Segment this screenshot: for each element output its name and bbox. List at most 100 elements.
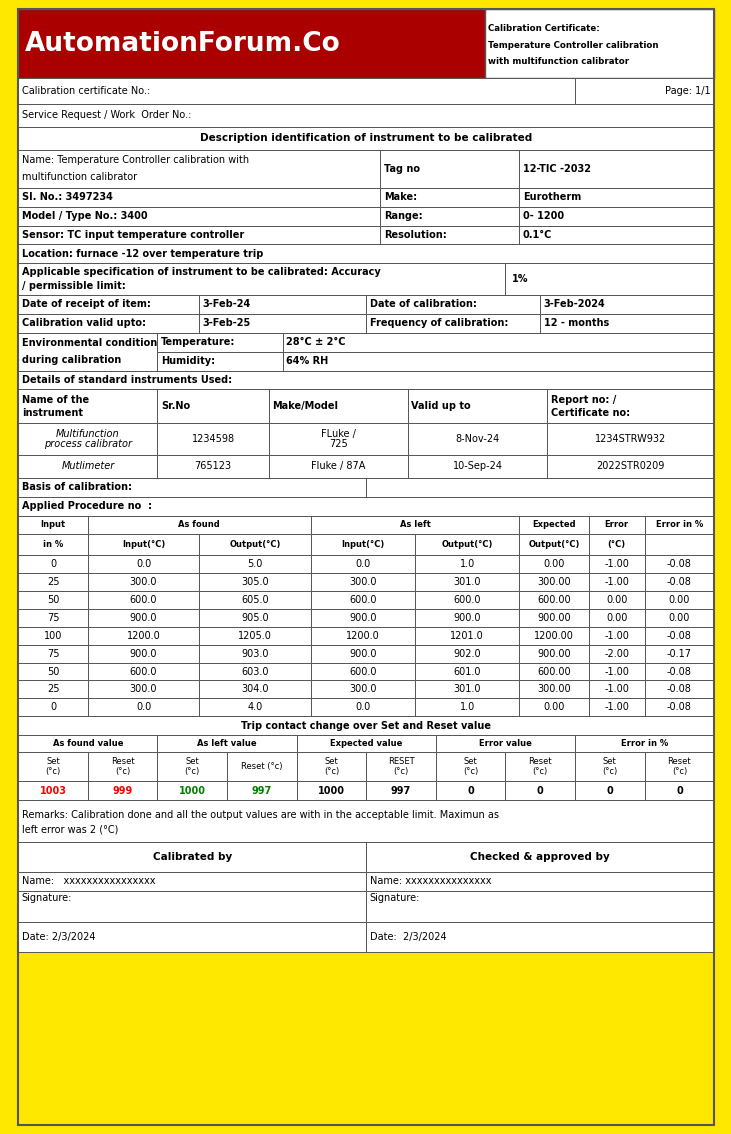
- Bar: [18, 890, 366, 922]
- Bar: [18, 609, 88, 627]
- Text: Input: Input: [40, 521, 66, 530]
- Bar: [519, 591, 589, 609]
- Bar: [200, 534, 311, 556]
- Text: 5.0: 5.0: [247, 559, 262, 569]
- Text: 301.0: 301.0: [453, 577, 481, 587]
- Bar: [157, 332, 283, 352]
- Bar: [227, 781, 297, 801]
- Bar: [415, 680, 519, 699]
- Bar: [575, 781, 645, 801]
- Text: Calibrated by: Calibrated by: [153, 852, 232, 862]
- Text: As found: As found: [178, 521, 220, 530]
- Text: 600.0: 600.0: [349, 595, 376, 606]
- Text: Input(°C): Input(°C): [341, 541, 385, 549]
- Bar: [408, 389, 548, 423]
- Bar: [269, 389, 408, 423]
- Text: Environmental condition: Environmental condition: [22, 338, 157, 348]
- Text: Temperature Controller calibration: Temperature Controller calibration: [488, 41, 659, 50]
- Text: 600.0: 600.0: [130, 667, 157, 677]
- Bar: [18, 188, 380, 206]
- Text: Reset (°c): Reset (°c): [241, 762, 283, 771]
- Text: Sl. No.: 3497234: Sl. No.: 3497234: [22, 192, 113, 202]
- Text: Name of the: Name of the: [22, 395, 89, 405]
- Text: 0.0: 0.0: [355, 559, 371, 569]
- Bar: [200, 662, 311, 680]
- Text: Reset
(°c): Reset (°c): [111, 756, 135, 777]
- Text: 0.00: 0.00: [543, 702, 565, 712]
- Bar: [269, 423, 408, 455]
- Text: 725: 725: [329, 440, 348, 449]
- Bar: [575, 735, 714, 752]
- Text: 300.00: 300.00: [537, 685, 571, 694]
- Bar: [380, 226, 519, 245]
- Text: Set
(°c): Set (°c): [602, 756, 618, 777]
- Text: Set
(°c): Set (°c): [463, 756, 478, 777]
- Text: Details of standard instruments Used:: Details of standard instruments Used:: [22, 375, 232, 384]
- Text: 0.0: 0.0: [355, 702, 371, 712]
- Text: 1.0: 1.0: [460, 559, 474, 569]
- Bar: [645, 609, 714, 627]
- Bar: [366, 781, 436, 801]
- Bar: [157, 455, 269, 477]
- Text: -1.00: -1.00: [605, 667, 629, 677]
- Text: Description identification of instrument to be calibrated: Description identification of instrument…: [200, 134, 532, 143]
- Text: As left: As left: [400, 521, 431, 530]
- Bar: [645, 556, 714, 574]
- Bar: [589, 591, 645, 609]
- Bar: [18, 226, 380, 245]
- Bar: [589, 680, 645, 699]
- Bar: [519, 609, 589, 627]
- Text: As left value: As left value: [197, 739, 257, 748]
- Bar: [548, 455, 714, 477]
- Bar: [18, 627, 88, 645]
- Text: 100: 100: [44, 631, 62, 641]
- Text: 0.0: 0.0: [136, 702, 151, 712]
- Bar: [157, 752, 227, 781]
- Bar: [645, 752, 714, 781]
- Bar: [18, 245, 714, 263]
- Bar: [519, 574, 589, 591]
- Bar: [311, 680, 415, 699]
- Text: 900.0: 900.0: [130, 649, 157, 659]
- Text: Calibration Certificate:: Calibration Certificate:: [488, 24, 599, 33]
- Bar: [18, 843, 366, 872]
- Bar: [645, 627, 714, 645]
- Bar: [18, 717, 714, 735]
- Bar: [297, 735, 436, 752]
- Bar: [88, 680, 200, 699]
- Text: 25: 25: [47, 685, 59, 694]
- Text: 1201.0: 1201.0: [450, 631, 484, 641]
- Bar: [88, 781, 157, 801]
- Text: Set
(°c): Set (°c): [45, 756, 61, 777]
- Text: Set
(°c): Set (°c): [185, 756, 200, 777]
- Text: Date of calibration:: Date of calibration:: [370, 299, 477, 310]
- Bar: [311, 645, 415, 662]
- Text: -2.00: -2.00: [605, 649, 629, 659]
- Text: 0.00: 0.00: [669, 595, 690, 606]
- Bar: [200, 314, 366, 332]
- Bar: [18, 263, 505, 295]
- Text: -1.00: -1.00: [605, 685, 629, 694]
- Bar: [366, 314, 540, 332]
- Bar: [380, 150, 519, 188]
- Text: 0.00: 0.00: [543, 559, 565, 569]
- Text: 301.0: 301.0: [453, 685, 481, 694]
- Text: 0: 0: [607, 786, 613, 796]
- Text: Error in %: Error in %: [656, 521, 703, 530]
- Bar: [575, 78, 714, 103]
- Bar: [311, 591, 415, 609]
- Text: multifunction calibrator: multifunction calibrator: [22, 172, 137, 183]
- Text: Input(°C): Input(°C): [122, 541, 165, 549]
- Bar: [88, 752, 157, 781]
- Text: Tag no: Tag no: [384, 163, 420, 174]
- Text: 28°C ± 2°C: 28°C ± 2°C: [287, 337, 346, 347]
- Bar: [415, 574, 519, 591]
- Bar: [18, 680, 88, 699]
- Bar: [200, 574, 311, 591]
- Bar: [18, 295, 200, 314]
- Bar: [18, 455, 157, 477]
- Bar: [311, 574, 415, 591]
- Bar: [519, 556, 589, 574]
- Text: 0.00: 0.00: [606, 613, 627, 623]
- Bar: [18, 735, 157, 752]
